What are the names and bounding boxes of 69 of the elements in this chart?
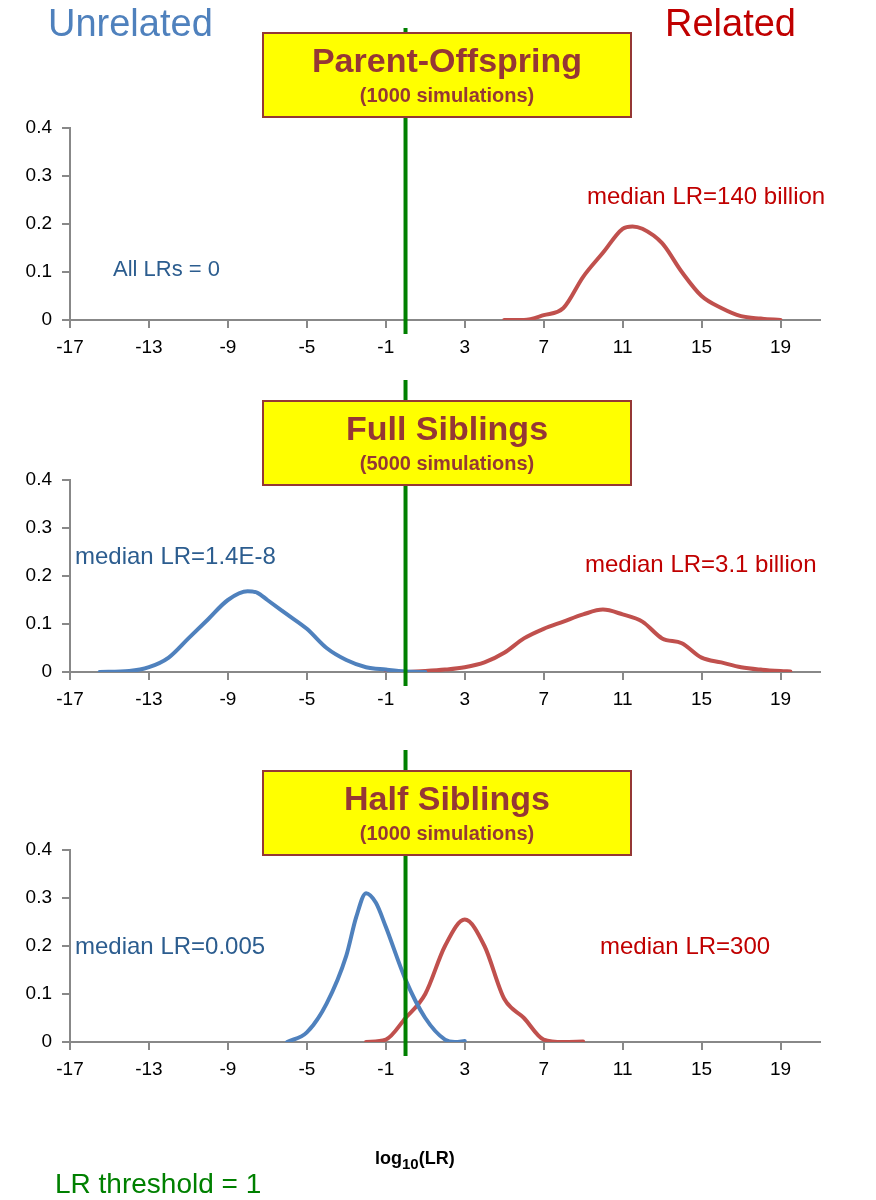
chart-subtitle: (1000 simulations): [358, 821, 536, 846]
y-tick-label: 0.3: [25, 164, 52, 186]
x-tick-label: 3: [459, 1057, 471, 1079]
y-tick-label: 0.2: [25, 934, 52, 956]
x-tick-label: 15: [691, 687, 713, 709]
x-tick-label: 11: [612, 1057, 633, 1079]
x-tick-label: -9: [219, 687, 237, 709]
x-tick-label: -13: [135, 335, 163, 357]
y-tick-label: 0.4: [25, 468, 53, 490]
title-box: Half Siblings (1000 simulations): [262, 770, 632, 856]
title-box: Full Siblings (5000 simulations): [262, 400, 632, 486]
chart-title: Full Siblings: [344, 408, 550, 449]
x-tick-label: 3: [459, 335, 471, 357]
annotation: median LR=0.005: [75, 932, 266, 960]
x-tick-label: -1: [377, 1057, 395, 1079]
y-tick-label: 0.1: [25, 612, 52, 634]
line-series: [383, 607, 793, 672]
annotation: median LR=140 billion: [587, 182, 826, 210]
y-tick-label: 0: [41, 660, 52, 682]
chart-subtitle: (5000 simulations): [358, 451, 536, 476]
x-tick-label: -5: [298, 1057, 316, 1079]
x-tick-label: -13: [135, 687, 163, 709]
x-tick-label: -17: [56, 687, 84, 709]
line-series: [502, 224, 783, 320]
x-tick-label: -1: [377, 335, 395, 357]
y-tick-label: 0.1: [25, 982, 52, 1004]
x-tick-label: -13: [135, 1057, 163, 1079]
text: LR threshold = 1: [55, 1168, 262, 1200]
line-series: [364, 917, 586, 1042]
x-tick-label: 7: [538, 335, 549, 357]
y-tick-label: 0.2: [25, 564, 52, 586]
x-tick-label: 15: [691, 1057, 713, 1079]
x-tick-label: 7: [538, 687, 549, 709]
annotation: median LR=1.4E-8: [75, 542, 276, 570]
line-series: [285, 891, 467, 1042]
x-tick-label: -17: [56, 1057, 84, 1079]
text: Related: [665, 2, 796, 45]
y-tick-label: 0: [41, 1030, 52, 1052]
x-tick-label: -9: [219, 335, 237, 357]
x-tick-label: 19: [769, 1057, 792, 1079]
y-tick-label: 0.2: [25, 212, 52, 234]
x-tick-label: -9: [219, 1057, 237, 1079]
x-axis-title: log$_{10}$(LR): [375, 1148, 455, 1172]
x-tick-label: 19: [769, 335, 792, 357]
y-tick-label: 0.3: [25, 516, 52, 538]
x-tick-label: 7: [538, 1057, 549, 1079]
x-tick-label: -5: [298, 687, 316, 709]
x-tick-label: -1: [377, 687, 395, 709]
chart-title: Parent-Offspring: [310, 40, 584, 81]
x-tick-label: 3: [459, 687, 471, 709]
x-tick-label: 11: [612, 687, 633, 709]
annotation: median LR=300: [600, 932, 771, 960]
title-box: Parent-Offspring (1000 simulations): [262, 32, 632, 118]
x-tick-label: -5: [298, 335, 316, 357]
y-tick-label: 0.1: [25, 260, 52, 282]
chart-title: Half Siblings: [343, 778, 551, 819]
x-tick-label: 11: [612, 335, 633, 357]
x-tick-label: 15: [691, 335, 713, 357]
text: Unrelated: [48, 2, 213, 45]
chart-subtitle: (1000 simulations): [358, 83, 536, 108]
line-series: [97, 589, 428, 672]
y-tick-label: 0.4: [25, 838, 53, 860]
y-tick-label: 0: [41, 308, 52, 330]
x-tick-label: -17: [56, 335, 84, 357]
annotation: All LRs = 0: [113, 256, 220, 282]
annotation: median LR=3.1 billion: [585, 550, 817, 578]
y-tick-label: 0.3: [25, 886, 52, 908]
y-tick-label: 0.4: [25, 116, 53, 138]
x-tick-label: 19: [769, 687, 792, 709]
